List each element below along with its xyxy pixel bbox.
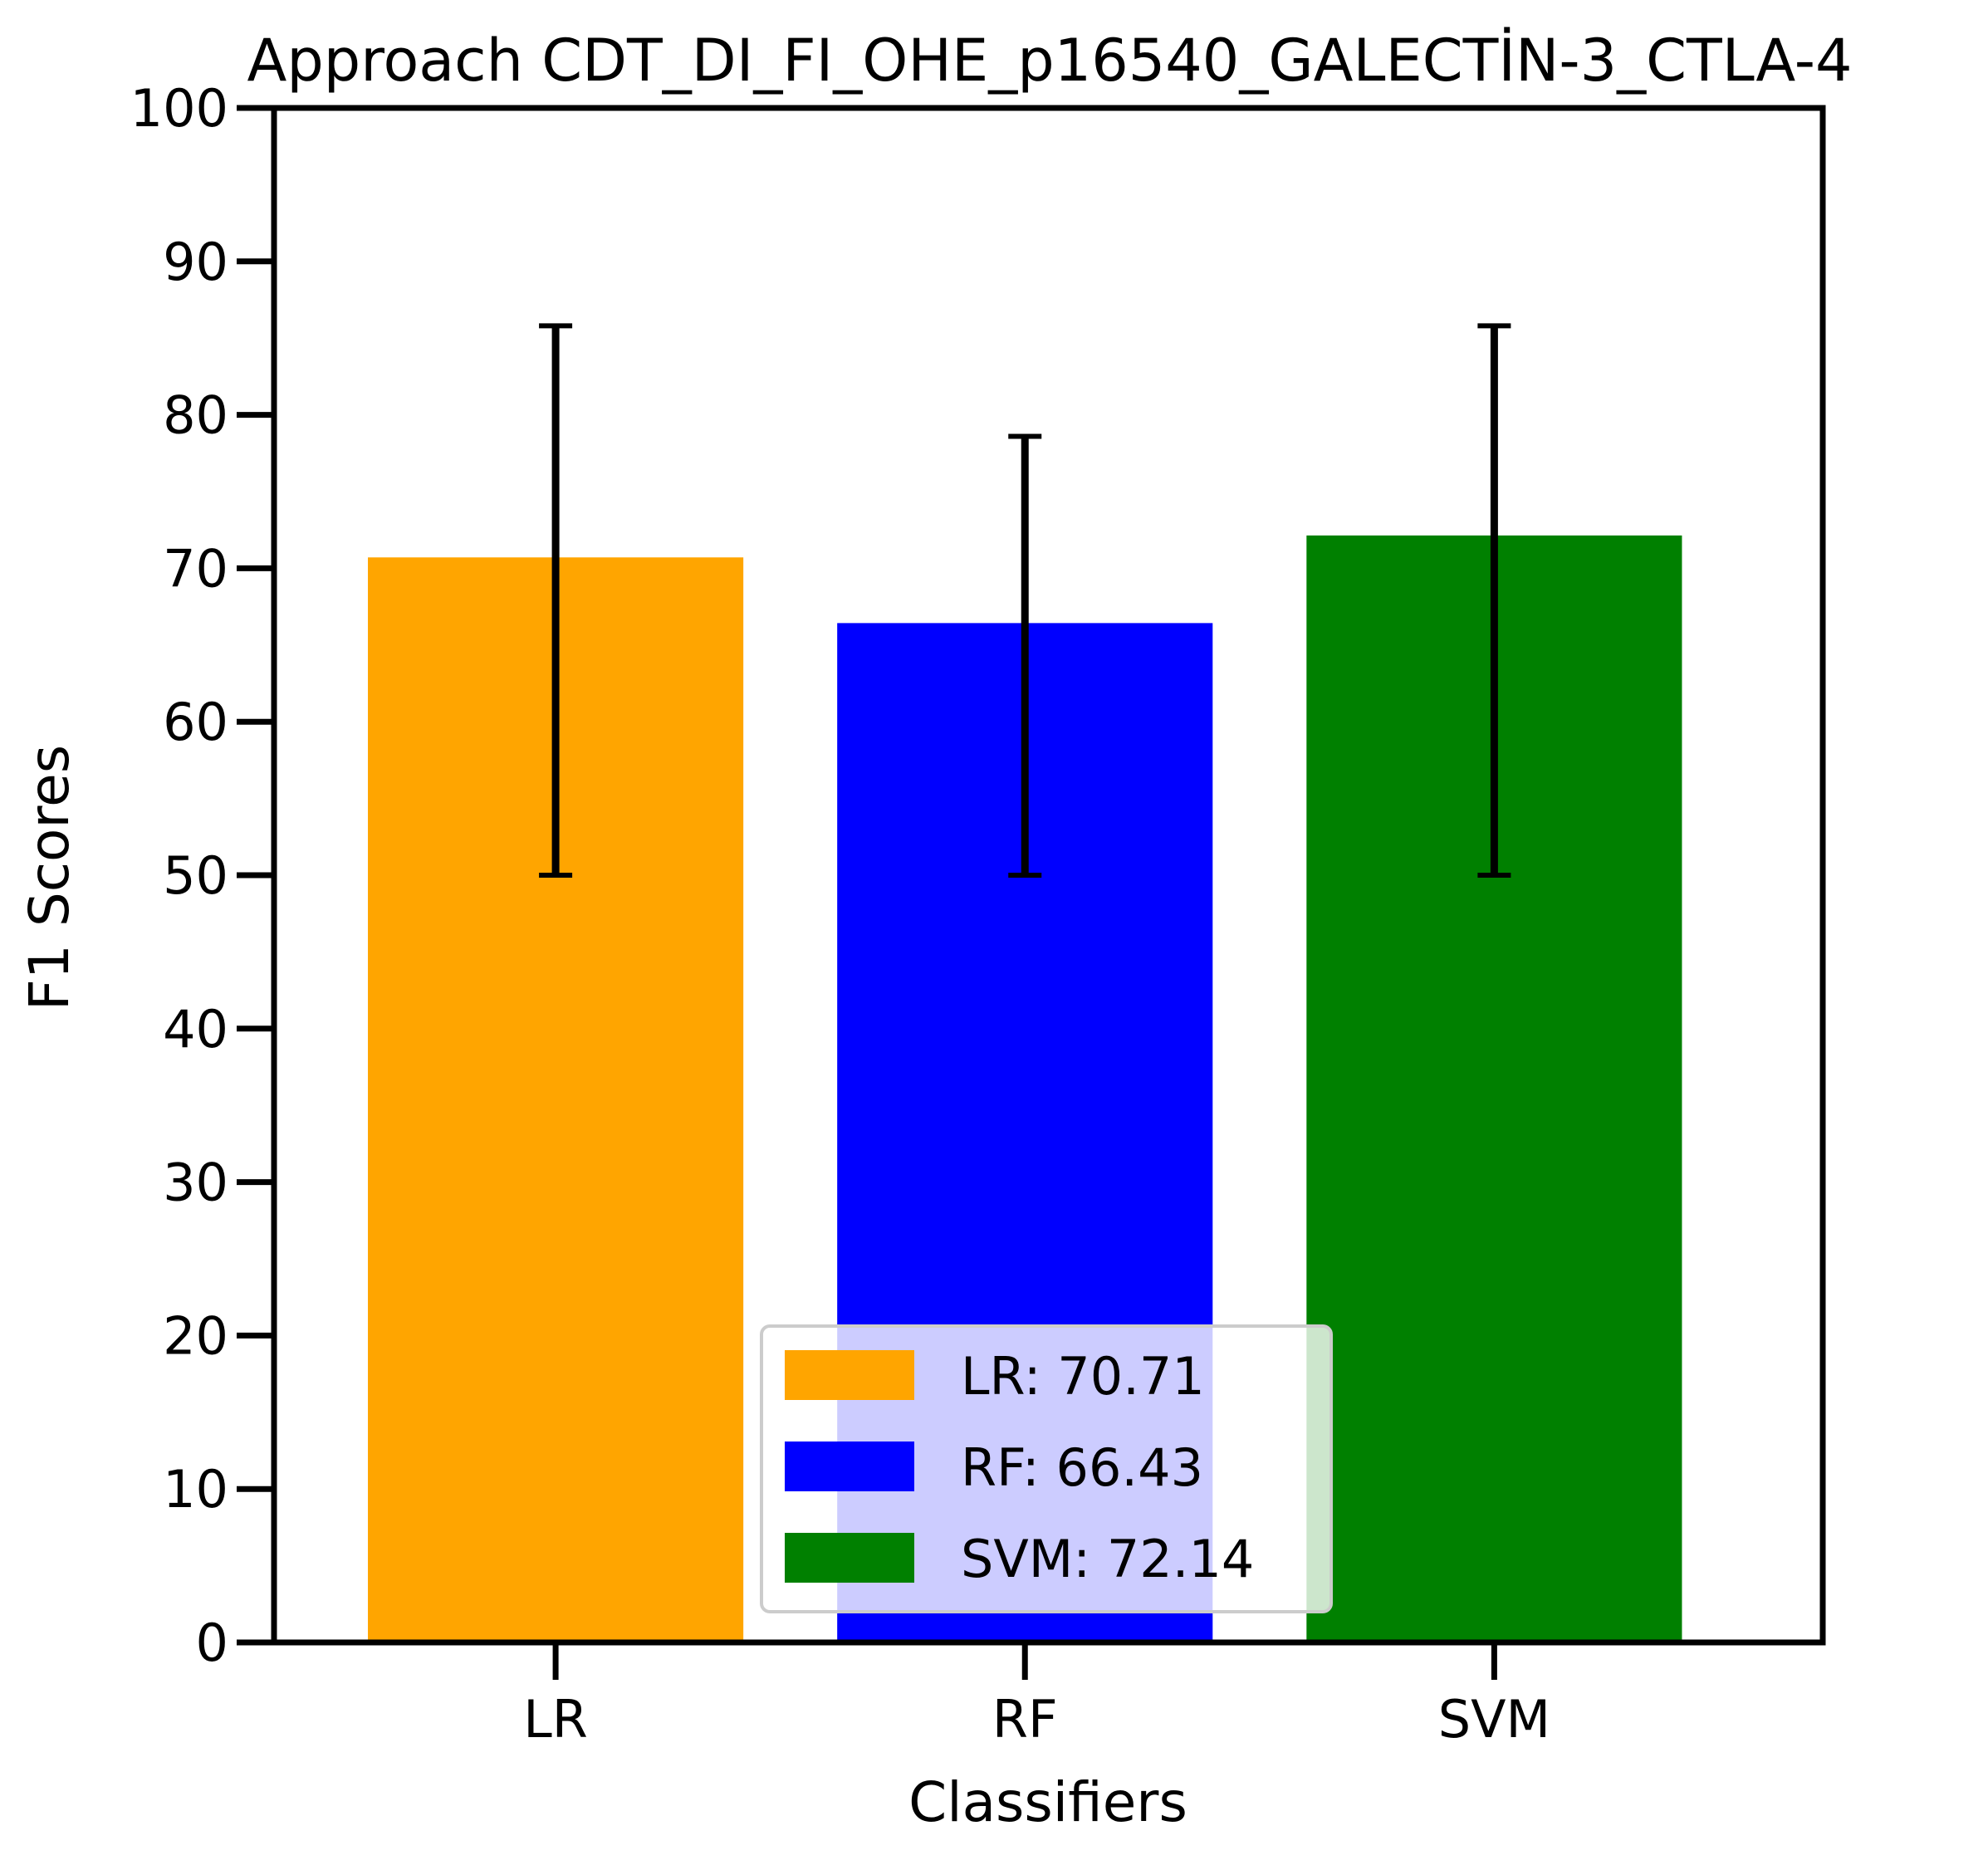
y-tick-label: 60	[163, 692, 228, 752]
legend: LR: 70.71 RF: 66.43 SVM: 72.14	[760, 1324, 1333, 1613]
y-axis-label: F1 Scores	[17, 745, 81, 1011]
x-tick-label: SVM	[1438, 1689, 1550, 1750]
legend-item: SVM: 72.14	[785, 1529, 1254, 1589]
plot-frame	[271, 105, 1826, 1646]
legend-label: SVM: 72.14	[961, 1529, 1254, 1589]
y-tick-label: 20	[163, 1305, 228, 1366]
x-axis: LR RF SVM	[523, 1642, 1550, 1750]
y-axis: 0 10 20 30 40 50 60 70 80 90 100	[130, 78, 274, 1673]
error-bar-svm	[1477, 323, 1511, 878]
y-tick-label: 30	[163, 1153, 228, 1213]
y-tick-label: 100	[130, 78, 228, 139]
y-tick-label: 80	[163, 385, 228, 446]
error-bars-layer	[539, 323, 1511, 878]
x-tick-label: LR	[523, 1689, 588, 1750]
legend-swatch	[785, 1350, 914, 1400]
chart-title: Approach CDT_DI_FI_OHE_p16540_GALECTİN-3…	[247, 27, 1852, 95]
y-tick-label: 0	[196, 1613, 228, 1673]
x-tick-label: RF	[992, 1689, 1058, 1750]
legend-label: LR: 70.71	[961, 1346, 1205, 1407]
y-tick-label: 50	[163, 845, 228, 906]
legend-swatch	[785, 1533, 914, 1583]
legend-item: RF: 66.43	[785, 1437, 1203, 1498]
x-axis-label: Classifiers	[908, 1770, 1187, 1834]
y-tick-label: 70	[163, 538, 228, 599]
y-tick-label: 90	[163, 232, 228, 292]
legend-swatch	[785, 1442, 914, 1491]
y-tick-label: 10	[163, 1459, 228, 1520]
error-bar-lr	[539, 323, 573, 878]
legend-item: LR: 70.71	[785, 1346, 1205, 1407]
legend-label: RF: 66.43	[961, 1437, 1203, 1498]
error-bar-rf	[1008, 433, 1042, 878]
y-tick-label: 40	[163, 999, 228, 1060]
